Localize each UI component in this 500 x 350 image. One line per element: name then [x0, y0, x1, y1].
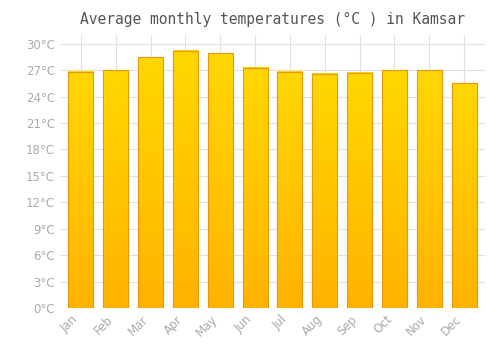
Bar — [103, 70, 128, 308]
Bar — [68, 72, 94, 308]
Title: Average monthly temperatures (°C ) in Kamsar: Average monthly temperatures (°C ) in Ka… — [80, 12, 465, 27]
Bar — [347, 73, 372, 308]
Bar — [242, 68, 268, 308]
Bar — [452, 83, 476, 308]
Bar — [173, 51, 198, 308]
Bar — [138, 57, 163, 308]
Bar — [312, 74, 338, 308]
Bar — [208, 54, 233, 308]
Bar — [382, 70, 407, 308]
Bar — [278, 72, 302, 308]
Bar — [416, 70, 442, 308]
